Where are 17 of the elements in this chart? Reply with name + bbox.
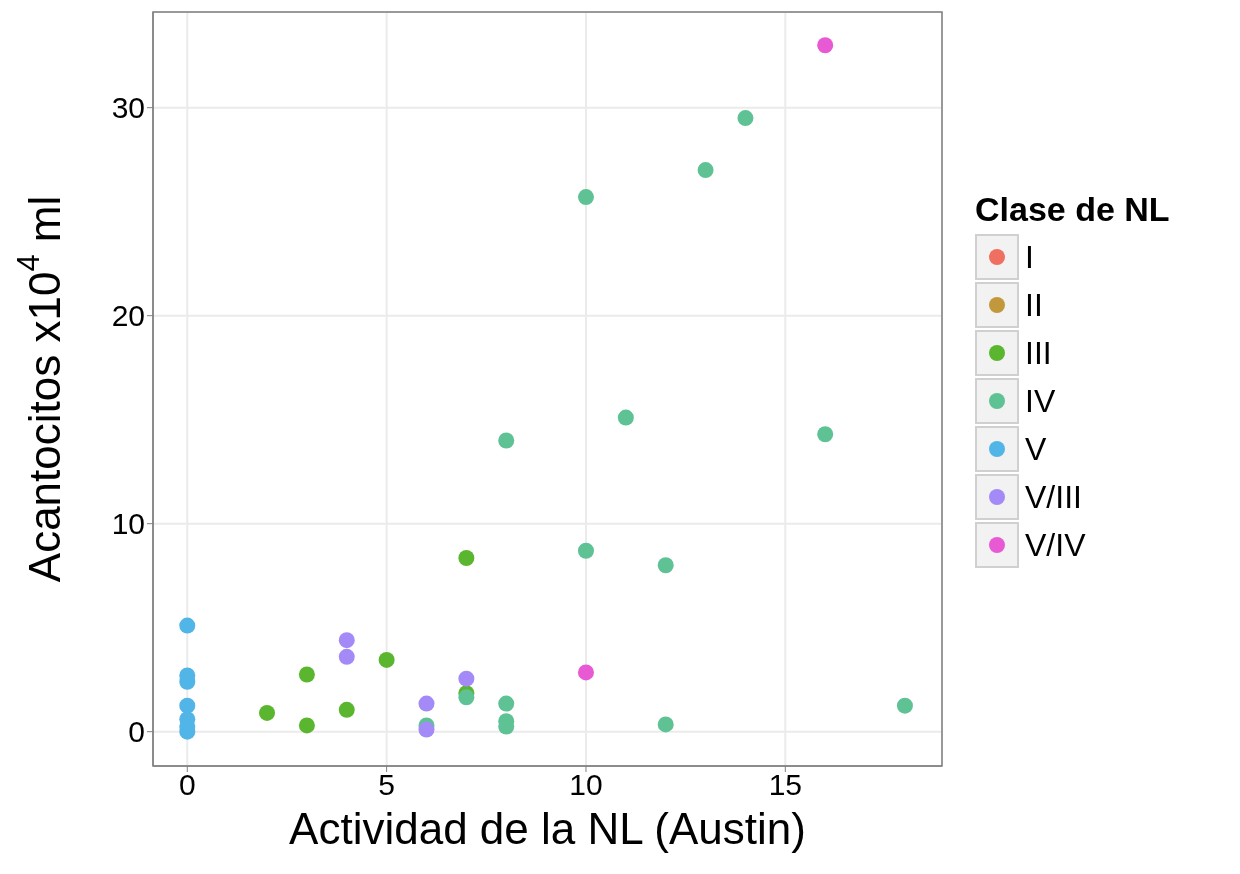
x-tick-label: 15 [768, 768, 802, 802]
legend-label: II [1025, 286, 1043, 324]
legend-label: V/III [1025, 478, 1082, 516]
legend-title: Clase de NL [975, 190, 1170, 229]
x-tick-label: 10 [569, 768, 603, 802]
y-tick-label: 20 [111, 299, 145, 333]
y-tick-label: 0 [128, 715, 145, 749]
legend-label: I [1025, 238, 1034, 276]
x-tick-label: 5 [378, 768, 395, 802]
y-tick-label: 30 [111, 91, 145, 125]
legend-label: V [1025, 430, 1047, 468]
legend-label: III [1025, 334, 1052, 372]
x-axis-title: Actividad de la NL (Austin) [289, 803, 806, 853]
legend-label: IV [1025, 382, 1056, 420]
legend-label: V/IV [1025, 526, 1086, 564]
x-tick-label: 0 [178, 768, 196, 802]
y-tick-label: 10 [111, 507, 145, 541]
